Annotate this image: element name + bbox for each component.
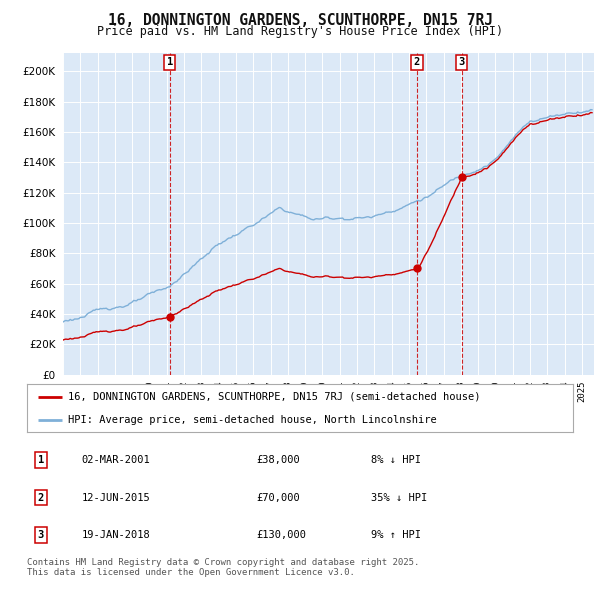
Text: 1: 1 [167, 57, 173, 67]
Text: £130,000: £130,000 [256, 530, 307, 540]
Text: 16, DONNINGTON GARDENS, SCUNTHORPE, DN15 7RJ (semi-detached house): 16, DONNINGTON GARDENS, SCUNTHORPE, DN15… [68, 392, 481, 402]
Text: 19-JAN-2018: 19-JAN-2018 [82, 530, 151, 540]
Text: 12-JUN-2015: 12-JUN-2015 [82, 493, 151, 503]
Text: Contains HM Land Registry data © Crown copyright and database right 2025.
This d: Contains HM Land Registry data © Crown c… [27, 558, 419, 577]
Text: Price paid vs. HM Land Registry's House Price Index (HPI): Price paid vs. HM Land Registry's House … [97, 25, 503, 38]
Text: 3: 3 [38, 530, 44, 540]
Text: 02-MAR-2001: 02-MAR-2001 [82, 455, 151, 466]
Text: 8% ↓ HPI: 8% ↓ HPI [371, 455, 421, 466]
Text: 2: 2 [38, 493, 44, 503]
Text: £70,000: £70,000 [256, 493, 300, 503]
Text: 3: 3 [458, 57, 465, 67]
Text: 16, DONNINGTON GARDENS, SCUNTHORPE, DN15 7RJ: 16, DONNINGTON GARDENS, SCUNTHORPE, DN15… [107, 13, 493, 28]
Text: 1: 1 [38, 455, 44, 466]
Text: 9% ↑ HPI: 9% ↑ HPI [371, 530, 421, 540]
Text: £38,000: £38,000 [256, 455, 300, 466]
Text: HPI: Average price, semi-detached house, North Lincolnshire: HPI: Average price, semi-detached house,… [68, 415, 437, 425]
Text: 2: 2 [414, 57, 420, 67]
Text: 35% ↓ HPI: 35% ↓ HPI [371, 493, 427, 503]
